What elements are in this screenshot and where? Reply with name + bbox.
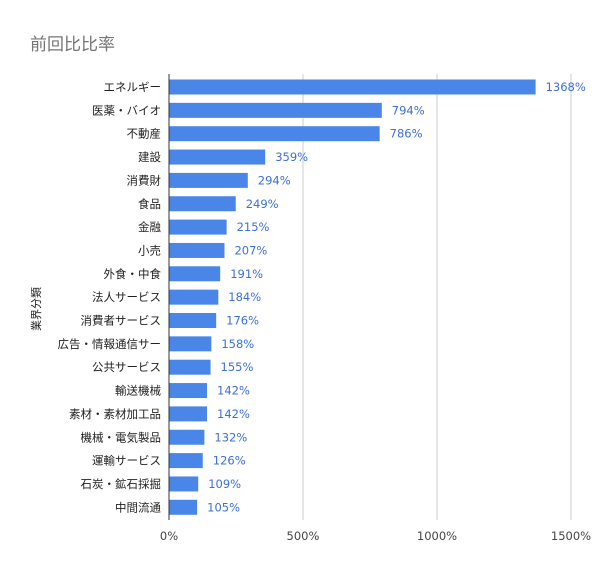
x-tick-label: 1000% <box>417 529 457 543</box>
category-label: 不動産 <box>127 127 162 141</box>
category-label: 輸送機械 <box>115 384 161 398</box>
category-label: 金融 <box>138 220 161 234</box>
category-label: 機械・電気製品 <box>81 430 162 444</box>
bar <box>169 242 225 258</box>
y-axis-title: 業界分類 <box>30 287 43 331</box>
bar <box>169 453 203 469</box>
category-label: 外食・中食 <box>104 267 162 281</box>
data-label: 176% <box>226 314 259 328</box>
data-label: 158% <box>221 337 254 351</box>
category-label: 素材・素材加工品 <box>69 407 161 421</box>
bar <box>169 336 212 352</box>
data-label: 786% <box>390 127 423 141</box>
bar <box>169 499 198 515</box>
data-label: 105% <box>207 500 240 514</box>
bar <box>169 79 536 95</box>
bar <box>169 196 236 212</box>
bar <box>169 219 227 235</box>
chart-title: 前回比比率 <box>30 35 115 55</box>
data-label: 794% <box>392 103 425 117</box>
data-label: 126% <box>213 454 246 468</box>
bar <box>169 289 219 305</box>
bar <box>169 266 221 282</box>
bar <box>169 476 199 492</box>
bar <box>169 429 205 445</box>
bar <box>169 102 382 118</box>
bar <box>169 359 211 375</box>
data-label: 215% <box>237 220 270 234</box>
bar <box>169 313 217 328</box>
data-label: 184% <box>228 290 261 304</box>
data-label: 249% <box>246 197 279 211</box>
category-label: 法人サービス <box>92 290 161 304</box>
category-label: 食品 <box>138 197 161 211</box>
category-label: 消費者サービス <box>81 314 162 328</box>
bar <box>169 406 208 422</box>
category-label: 広告・情報通信サー <box>58 337 162 351</box>
data-label: 1368% <box>546 80 586 94</box>
data-label: 294% <box>258 173 291 187</box>
data-label: 132% <box>214 430 247 444</box>
x-tick-label: 1500% <box>551 529 591 543</box>
data-label: 359% <box>275 150 308 164</box>
category-label: 医薬・バイオ <box>92 103 161 117</box>
data-label: 191% <box>230 267 263 281</box>
category-label: 石炭・鉱石採掘 <box>81 477 162 491</box>
category-label: 消費財 <box>127 173 162 187</box>
category-label: 公共サービス <box>92 360 161 374</box>
x-tick-label: 500% <box>287 529 320 543</box>
data-label: 142% <box>217 407 250 421</box>
category-label: 建設 <box>138 150 161 164</box>
category-label: 小売 <box>138 243 161 257</box>
bar <box>169 149 266 165</box>
data-label: 142% <box>217 384 250 398</box>
data-label: 109% <box>208 477 241 491</box>
category-label: 運輸サービス <box>92 454 161 468</box>
x-tick-label: 0% <box>160 529 178 543</box>
category-label: エネルギー <box>104 80 162 94</box>
bar <box>169 126 380 142</box>
bar <box>169 383 208 399</box>
category-label: 中間流通 <box>115 500 161 514</box>
data-label: 155% <box>221 360 254 374</box>
bar <box>169 172 248 188</box>
data-label: 207% <box>234 243 267 257</box>
